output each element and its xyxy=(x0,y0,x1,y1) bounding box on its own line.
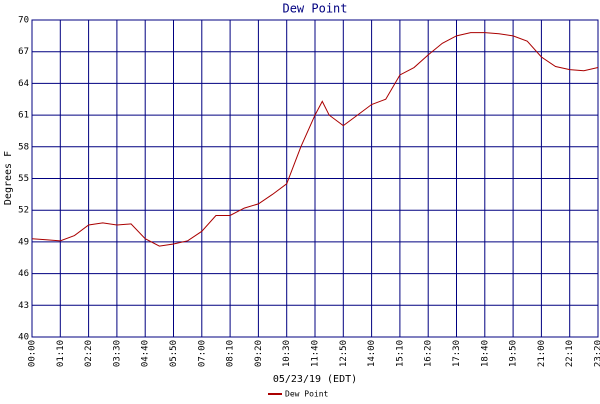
legend-label: Dew Point xyxy=(285,390,329,399)
x-tick-label: 23:20 xyxy=(594,340,600,367)
x-tick-label: 11:40 xyxy=(311,340,321,367)
y-tick-label: 52 xyxy=(18,206,29,216)
y-tick-label: 70 xyxy=(18,16,29,26)
x-tick-label: 15:10 xyxy=(395,340,405,367)
y-tick-label: 61 xyxy=(18,111,29,121)
x-tick-label: 18:40 xyxy=(480,340,490,367)
y-tick-label: 67 xyxy=(18,47,29,57)
y-tick-label: 43 xyxy=(18,301,29,311)
x-tick-label: 05:50 xyxy=(169,340,179,367)
x-tick-label: 19:50 xyxy=(509,340,519,367)
x-tick-label: 14:00 xyxy=(367,340,377,367)
y-tick-label: 55 xyxy=(18,174,29,184)
x-tick-label: 00:00 xyxy=(28,340,38,367)
x-tick-label: 12:50 xyxy=(339,340,349,367)
x-tick-label: 22:10 xyxy=(565,340,575,367)
y-axis-label: Degrees F xyxy=(3,151,14,205)
x-tick-label: 03:30 xyxy=(112,340,122,367)
x-tick-label: 10:30 xyxy=(282,340,292,367)
x-tick-label: 02:20 xyxy=(84,340,94,367)
y-tick-label: 58 xyxy=(18,142,29,152)
x-tick-label: 16:20 xyxy=(424,340,434,367)
x-tick-label: 01:10 xyxy=(56,340,66,367)
y-tick-label: 64 xyxy=(18,79,29,89)
x-tick-label: 21:00 xyxy=(537,340,547,367)
x-tick-label: 08:10 xyxy=(226,340,236,367)
x-tick-label: 17:30 xyxy=(452,340,462,367)
x-tick-label: 04:40 xyxy=(141,340,151,367)
x-axis-label: 05/23/19 (EDT) xyxy=(273,374,357,385)
x-tick-label: 07:00 xyxy=(197,340,207,367)
y-tick-label: 46 xyxy=(18,269,29,279)
y-tick-label: 49 xyxy=(18,237,29,247)
x-tick-label: 09:20 xyxy=(254,340,264,367)
chart-title: Dew Point xyxy=(282,2,347,16)
